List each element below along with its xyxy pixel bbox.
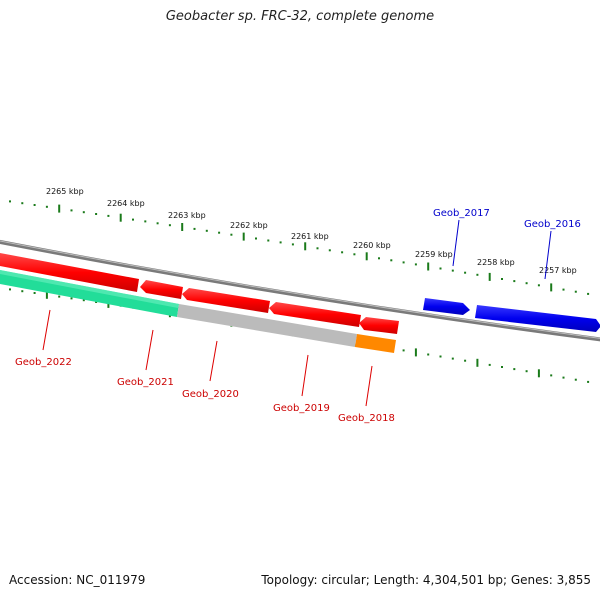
outer-tick-ring [9, 200, 590, 295]
map-title: Geobacter sp. FRC-32, complete genome [165, 9, 435, 24]
leader-geob-2022 [42, 309, 51, 351]
gene-arrow-geob-2022[interactable] [0, 253, 139, 292]
gene-arrow-geob-2016[interactable] [475, 305, 600, 332]
gene-arrow-geob-2019[interactable] [269, 302, 361, 327]
leader-geob-2018 [365, 365, 373, 407]
genome-backbone [0, 239, 600, 342]
gene-label-geob-2022[interactable]: Geob_2022 [15, 357, 72, 368]
gene-arrow-geob-2018[interactable] [359, 317, 399, 334]
gene-label-geob-2016[interactable]: Geob_2016 [524, 219, 581, 230]
gene-label-geob-2018[interactable]: Geob_2018 [338, 413, 395, 424]
leader-geob-2016 [544, 230, 552, 280]
kbp-label-2264: 2264 kbp [107, 199, 145, 208]
gene-label-geob-2020[interactable]: Geob_2020 [182, 389, 239, 400]
genome-summary-text: Topology: circular; Length: 4,304,501 bp… [261, 573, 591, 587]
genome-backbone-highlight [0, 240, 600, 339]
leader-geob-2021 [145, 329, 154, 371]
kbp-label-2265: 2265 kbp [46, 187, 84, 196]
gene-arrow-geob-2017[interactable] [423, 298, 470, 315]
kbp-label-2262: 2262 kbp [230, 221, 268, 230]
kbp-label-2257: 2257 kbp [539, 266, 577, 275]
cog-band-gray [177, 304, 357, 347]
leader-geob-2019 [301, 354, 309, 397]
kbp-label-2259: 2259 kbp [415, 250, 453, 259]
gene-arrow-geob-2021[interactable] [140, 280, 183, 299]
accession-text: Accession: NC_011979 [9, 573, 146, 587]
cog-band-orange [355, 334, 396, 353]
kbp-label-2263: 2263 kbp [168, 211, 206, 220]
gene-arrow-geob-2020[interactable] [182, 288, 270, 313]
kbp-labels: 2265 kbp 2264 kbp 2263 kbp 2262 kbp 2261… [46, 187, 577, 275]
kbp-label-2258: 2258 kbp [477, 258, 515, 267]
gene-label-geob-2019[interactable]: Geob_2019 [273, 403, 330, 414]
kbp-label-2260: 2260 kbp [353, 241, 391, 250]
leader-geob-2017 [452, 219, 460, 267]
leader-geob-2020 [209, 340, 218, 382]
cog-band-green-highlight [0, 270, 179, 308]
gene-label-geob-2017[interactable]: Geob_2017 [433, 208, 490, 219]
kbp-label-2261: 2261 kbp [291, 232, 329, 241]
gene-leader-lines [42, 219, 552, 407]
gene-label-geob-2021[interactable]: Geob_2021 [117, 377, 174, 388]
